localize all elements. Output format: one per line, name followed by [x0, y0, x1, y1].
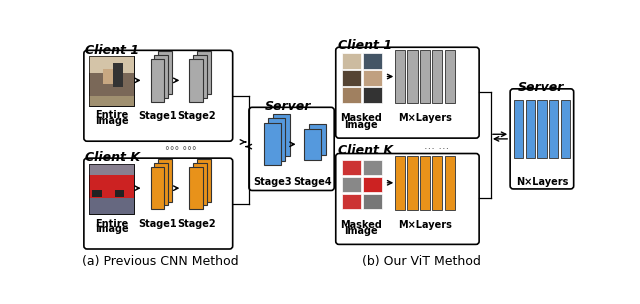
- Bar: [103, 69, 117, 84]
- Text: Client 1: Client 1: [85, 44, 140, 57]
- Bar: [304, 129, 321, 160]
- Text: Stage4: Stage4: [293, 178, 332, 187]
- Bar: [197, 159, 211, 202]
- Text: Masked: Masked: [340, 220, 382, 230]
- Bar: [154, 163, 168, 206]
- Bar: [342, 70, 362, 86]
- Text: °°° °°°: °°° °°°: [165, 146, 196, 156]
- Bar: [342, 87, 362, 103]
- Bar: [395, 156, 405, 210]
- Bar: [342, 194, 362, 209]
- Bar: [273, 114, 290, 156]
- Bar: [420, 50, 430, 103]
- Bar: [342, 54, 362, 69]
- Text: Client K: Client K: [85, 151, 140, 164]
- Bar: [264, 123, 281, 165]
- Text: Entire: Entire: [95, 219, 129, 229]
- Bar: [514, 100, 524, 158]
- Bar: [561, 100, 570, 158]
- Text: (b) Our ViT Method: (b) Our ViT Method: [362, 255, 481, 268]
- Bar: [420, 156, 430, 210]
- Bar: [445, 50, 454, 103]
- Bar: [90, 164, 134, 214]
- Text: Masked: Masked: [340, 113, 382, 123]
- Bar: [432, 50, 442, 103]
- Text: Server: Server: [264, 100, 311, 112]
- FancyBboxPatch shape: [84, 50, 233, 141]
- Bar: [408, 156, 417, 210]
- Bar: [189, 167, 204, 209]
- Bar: [90, 96, 134, 106]
- Bar: [158, 51, 172, 94]
- FancyBboxPatch shape: [249, 107, 334, 191]
- Bar: [197, 51, 211, 94]
- Text: M×Layers: M×Layers: [398, 220, 452, 230]
- Text: Stage1: Stage1: [138, 219, 177, 229]
- Text: M×Layers: M×Layers: [398, 113, 452, 123]
- FancyBboxPatch shape: [336, 154, 479, 244]
- Bar: [193, 55, 207, 98]
- Text: Client K: Client K: [338, 144, 393, 157]
- Bar: [90, 175, 134, 198]
- Bar: [525, 100, 535, 158]
- Bar: [92, 191, 102, 197]
- Text: Stage1: Stage1: [138, 111, 177, 121]
- Bar: [113, 64, 124, 87]
- Bar: [90, 198, 134, 214]
- Bar: [363, 54, 382, 69]
- Bar: [363, 87, 382, 103]
- Bar: [193, 163, 207, 206]
- Bar: [189, 59, 204, 102]
- Bar: [268, 119, 285, 161]
- FancyBboxPatch shape: [336, 47, 479, 138]
- Text: Stage2: Stage2: [177, 219, 216, 229]
- Bar: [90, 73, 134, 96]
- Text: N×Layers: N×Layers: [516, 178, 568, 187]
- Text: Image: Image: [95, 116, 129, 126]
- Text: Server: Server: [518, 81, 564, 94]
- Bar: [408, 50, 417, 103]
- Bar: [342, 160, 362, 175]
- Bar: [537, 100, 547, 158]
- Bar: [90, 164, 134, 175]
- Text: Stage2: Stage2: [177, 111, 216, 121]
- Bar: [90, 164, 134, 214]
- FancyBboxPatch shape: [84, 158, 233, 249]
- Bar: [154, 55, 168, 98]
- Bar: [115, 191, 124, 197]
- Bar: [342, 177, 362, 192]
- Bar: [150, 59, 164, 102]
- Text: Image: Image: [344, 226, 378, 236]
- Text: (a) Previous CNN Method: (a) Previous CNN Method: [81, 255, 238, 268]
- Bar: [90, 56, 134, 73]
- Text: Image: Image: [344, 120, 378, 130]
- FancyBboxPatch shape: [510, 89, 573, 189]
- Bar: [363, 70, 382, 86]
- Bar: [445, 156, 454, 210]
- Bar: [158, 159, 172, 202]
- Bar: [363, 194, 382, 209]
- Text: Entire: Entire: [95, 110, 129, 120]
- Bar: [363, 160, 382, 175]
- Bar: [150, 167, 164, 209]
- Bar: [549, 100, 558, 158]
- Bar: [308, 124, 326, 155]
- Text: ··· ···: ··· ···: [424, 144, 449, 154]
- Bar: [395, 50, 405, 103]
- Bar: [90, 56, 134, 106]
- Bar: [90, 56, 134, 106]
- Text: Stage3: Stage3: [253, 178, 291, 187]
- Bar: [432, 156, 442, 210]
- Bar: [363, 177, 382, 192]
- Text: Client 1: Client 1: [338, 39, 392, 52]
- Text: Image: Image: [95, 224, 129, 234]
